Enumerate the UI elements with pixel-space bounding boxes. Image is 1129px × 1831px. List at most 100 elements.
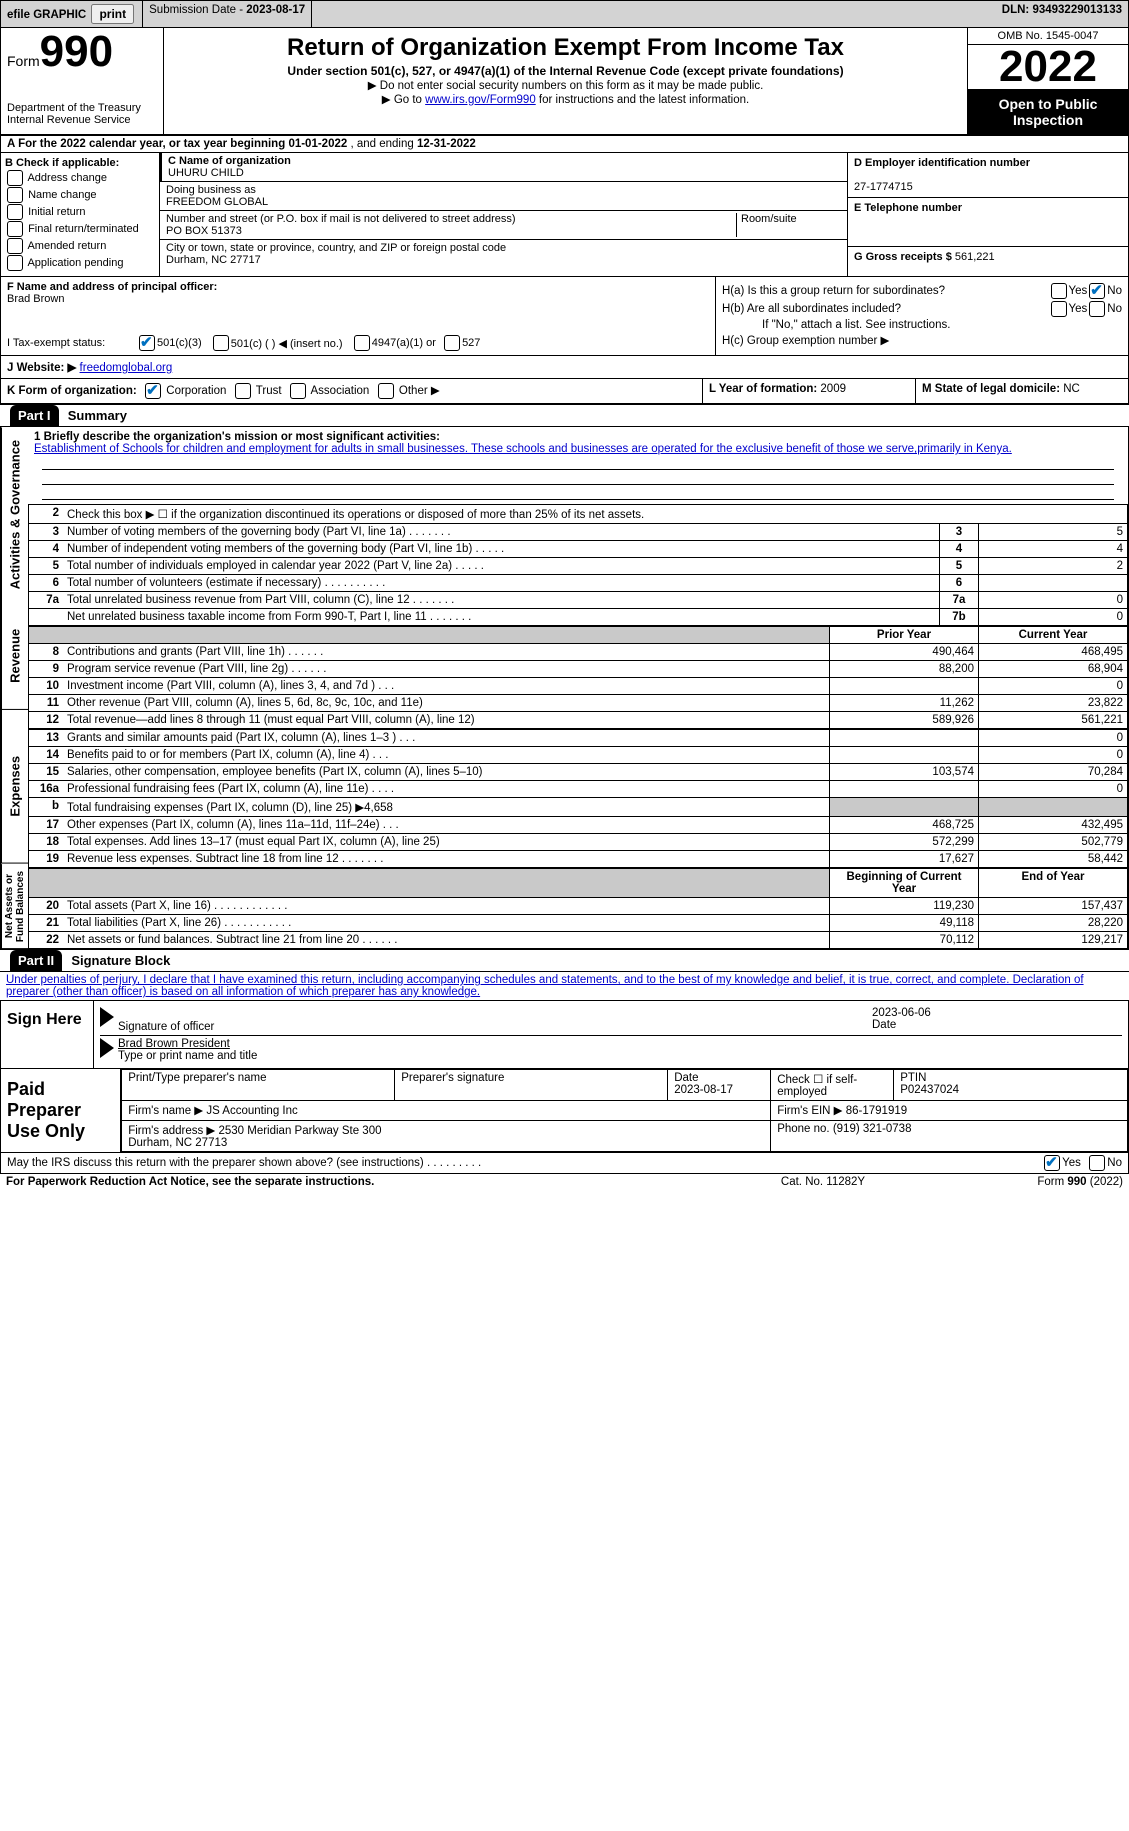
part-2-header-row: Part II Signature Block bbox=[0, 950, 1129, 971]
sign-here-label: Sign Here bbox=[1, 1001, 94, 1068]
table-row: 14Benefits paid to or for members (Part … bbox=[29, 747, 1128, 764]
form-header: Form990 Department of the Treasury Inter… bbox=[0, 28, 1129, 136]
cb-assoc[interactable] bbox=[290, 383, 306, 399]
officer-name: Brad Brown bbox=[7, 293, 64, 305]
prior-year-hdr: Prior Year bbox=[830, 627, 979, 644]
cb-501c[interactable] bbox=[213, 335, 229, 351]
table-row: 12Total revenue—add lines 8 through 11 (… bbox=[29, 712, 1128, 729]
paid-preparer-block: Paid Preparer Use Only Print/Type prepar… bbox=[0, 1069, 1129, 1153]
dba-name: FREEDOM GLOBAL bbox=[166, 196, 268, 208]
table-row: 3Number of voting members of the governi… bbox=[29, 524, 1128, 541]
sig-officer-label: Signature of officer bbox=[118, 1021, 214, 1033]
header-right: OMB No. 1545-0047 2022 Open to Public In… bbox=[967, 28, 1128, 134]
col-c-org-info: C Name of organizationUHURU CHILD Doing … bbox=[160, 153, 847, 276]
begin-year-hdr: Beginning of Current Year bbox=[830, 869, 979, 898]
hb-note: If "No," attach a list. See instructions… bbox=[722, 319, 1122, 331]
table-row: 20Total assets (Part X, line 16) . . . .… bbox=[29, 898, 1128, 915]
prep-date: 2023-08-17 bbox=[674, 1084, 733, 1096]
netassets-table: Beginning of Current YearEnd of Year 20T… bbox=[28, 868, 1128, 949]
hb-no[interactable] bbox=[1089, 301, 1105, 317]
org-city: Durham, NC 27717 bbox=[166, 254, 261, 266]
part-1-header-row: Part I Summary bbox=[0, 405, 1129, 426]
gross-receipts: 561,221 bbox=[955, 251, 995, 263]
vlabel-expenses: Expenses bbox=[1, 710, 28, 864]
efile-label: efile GRAPHIC print bbox=[1, 1, 143, 27]
row-a-tax-year: A For the 2022 calendar year, or tax yea… bbox=[0, 136, 1129, 153]
paperwork-notice: For Paperwork Reduction Act Notice, see … bbox=[6, 1176, 723, 1188]
table-row: 17Other expenses (Part IX, column (A), l… bbox=[29, 817, 1128, 834]
part-1-badge: Part I bbox=[10, 405, 59, 426]
sig-date: 2023-06-06 bbox=[872, 1007, 931, 1019]
revenue-table: Prior YearCurrent Year 8Contributions an… bbox=[28, 626, 1128, 729]
form-footer-label: Form 990 (2022) bbox=[923, 1176, 1123, 1188]
arrow-icon bbox=[100, 1038, 114, 1058]
phone-label: E Telephone number bbox=[854, 202, 962, 214]
header-left: Form990 Department of the Treasury Inter… bbox=[1, 28, 164, 134]
table-row: 5Total number of individuals employed in… bbox=[29, 558, 1128, 575]
cb-name-change[interactable]: Name change bbox=[5, 187, 155, 203]
form-990-page: efile GRAPHIC print Submission Date - 20… bbox=[0, 0, 1129, 1190]
end-year-hdr: End of Year bbox=[979, 869, 1128, 898]
org-address: PO BOX 51373 bbox=[166, 225, 242, 237]
cb-address-change[interactable]: Address change bbox=[5, 170, 155, 186]
row-j-website: J Website: ▶ freedomglobal.org bbox=[0, 356, 1129, 379]
cb-other[interactable] bbox=[378, 383, 394, 399]
website-link[interactable]: freedomglobal.org bbox=[80, 362, 173, 374]
vlabel-netassets: Net Assets or Fund Balances bbox=[1, 864, 28, 949]
firm-name: JS Accounting Inc bbox=[206, 1105, 297, 1117]
note-2: ▶ Go to www.irs.gov/Form990 for instruct… bbox=[170, 92, 961, 106]
table-row: bTotal fundraising expenses (Part IX, co… bbox=[29, 798, 1128, 817]
hc-label: H(c) Group exemption number ▶ bbox=[722, 333, 889, 347]
discuss-yes[interactable] bbox=[1044, 1155, 1060, 1171]
self-employed-check[interactable]: Check ☐ if self-employed bbox=[771, 1070, 894, 1101]
cb-app-pending[interactable]: Application pending bbox=[5, 255, 155, 271]
officer-name-title: Brad Brown President bbox=[118, 1038, 230, 1050]
ha-no[interactable] bbox=[1089, 283, 1105, 299]
ein-value: 27-1774715 bbox=[854, 181, 913, 193]
hb-yes[interactable] bbox=[1051, 301, 1067, 317]
cb-final-return[interactable]: Final return/terminated bbox=[5, 221, 155, 237]
note-1: ▶ Do not enter social security numbers o… bbox=[170, 78, 961, 92]
ha-yes[interactable] bbox=[1051, 283, 1067, 299]
cb-trust[interactable] bbox=[235, 383, 251, 399]
current-year-hdr: Current Year bbox=[979, 627, 1128, 644]
state-domicile: NC bbox=[1063, 383, 1080, 395]
dept-label: Department of the Treasury Internal Reve… bbox=[7, 102, 157, 126]
cb-amended[interactable]: Amended return bbox=[5, 238, 155, 254]
col-d-ein: D Employer identification number27-17747… bbox=[847, 153, 1128, 276]
table-row: 16aProfessional fundraising fees (Part I… bbox=[29, 781, 1128, 798]
cb-corp[interactable] bbox=[145, 383, 161, 399]
table-row: Net unrelated business taxable income fr… bbox=[29, 609, 1128, 626]
table-row: 22Net assets or fund balances. Subtract … bbox=[29, 932, 1128, 949]
sign-here-block: Sign Here Signature of officer 2023-06-06… bbox=[0, 1000, 1129, 1069]
section-f-h: F Name and address of principal officer:… bbox=[0, 277, 1129, 356]
table-row: 21Total liabilities (Part X, line 26) . … bbox=[29, 915, 1128, 932]
row-i-tax-status: I Tax-exempt status: 501(c)(3) 501(c) ( … bbox=[7, 335, 709, 351]
form-title: Return of Organization Exempt From Incom… bbox=[170, 34, 961, 62]
header-center: Return of Organization Exempt From Incom… bbox=[164, 28, 967, 134]
irs-link[interactable]: www.irs.gov/Form990 bbox=[425, 94, 536, 106]
declaration-text: Under penalties of perjury, I declare th… bbox=[0, 971, 1129, 1000]
col-b-checkboxes: B Check if applicable: Address change Na… bbox=[1, 153, 160, 276]
governance-table: 2Check this box ▶ ☐ if the organization … bbox=[28, 504, 1128, 626]
cb-initial-return[interactable]: Initial return bbox=[5, 204, 155, 220]
col-f-officer: F Name and address of principal officer:… bbox=[1, 277, 716, 355]
top-toolbar: efile GRAPHIC print Submission Date - 20… bbox=[0, 0, 1129, 28]
dln: DLN: 93493229013133 bbox=[996, 1, 1128, 27]
discuss-row: May the IRS discuss this return with the… bbox=[0, 1153, 1129, 1174]
submission-date: Submission Date - 2023-08-17 bbox=[143, 1, 312, 27]
print-button[interactable]: print bbox=[91, 4, 134, 24]
col-h-group: H(a) Is this a group return for subordin… bbox=[716, 277, 1128, 355]
vlabel-revenue: Revenue bbox=[1, 602, 28, 710]
cb-501c3[interactable] bbox=[139, 335, 155, 351]
arrow-icon bbox=[100, 1007, 114, 1027]
cb-4947[interactable] bbox=[354, 335, 370, 351]
expenses-table: 13Grants and similar amounts paid (Part … bbox=[28, 729, 1128, 868]
firm-phone: (919) 321-0738 bbox=[833, 1123, 912, 1135]
mission-text: Establishment of Schools for children an… bbox=[34, 443, 1012, 455]
section-b-c-d: B Check if applicable: Address change Na… bbox=[0, 153, 1129, 277]
paid-preparer-label: Paid Preparer Use Only bbox=[1, 1069, 121, 1152]
cb-527[interactable] bbox=[444, 335, 460, 351]
discuss-no[interactable] bbox=[1089, 1155, 1105, 1171]
table-row: 6Total number of volunteers (estimate if… bbox=[29, 575, 1128, 592]
